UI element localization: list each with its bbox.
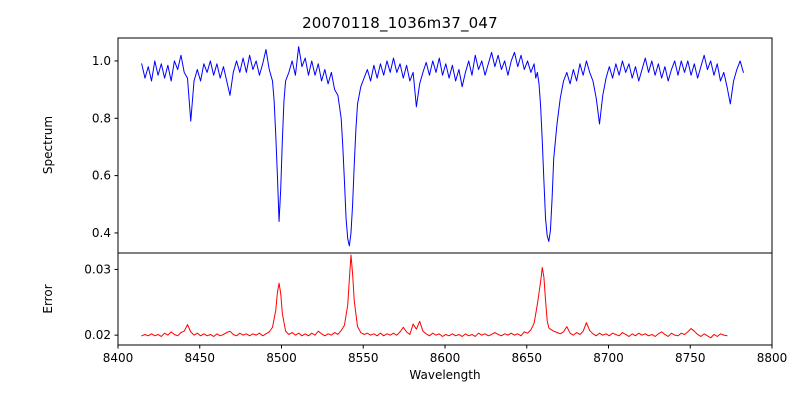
error-y-ticks: 0.02 0.03 (84, 262, 118, 342)
page-title: 20070118_1036m37_047 (302, 14, 498, 32)
x-axis-ticks: 8400 8450 8500 8550 8600 8650 8700 8750 8800 (103, 345, 788, 365)
spectrum-panel-frame (117, 37, 773, 254)
error-y-tick-label: 0.02 (84, 328, 111, 342)
error-axis-label: Error (41, 284, 55, 313)
spectrum-y-ticks: 0.4 0.6 0.8 1.0 (92, 54, 118, 240)
spectrum-y-tick-label: 0.4 (92, 226, 111, 240)
x-tick-label: 8750 (675, 351, 706, 365)
x-tick-label: 8450 (184, 351, 215, 365)
spectrum-y-tick-label: 1.0 (92, 54, 111, 68)
spectrum-y-tick-label: 0.6 (92, 169, 111, 183)
error-y-tick-label: 0.03 (84, 262, 111, 276)
error-data-line (141, 254, 728, 339)
x-tick-label: 8400 (103, 351, 134, 365)
x-tick-label: 8600 (430, 351, 461, 365)
error-panel-frame (117, 252, 773, 346)
x-tick-label: 8550 (348, 351, 379, 365)
spectrum-data-line (141, 46, 744, 247)
spectrum-axis-label: Spectrum (41, 116, 55, 174)
spectrum-y-tick-label: 0.8 (92, 111, 111, 125)
x-tick-label: 8800 (757, 351, 788, 365)
wavelength-axis-label: Wavelength (409, 368, 480, 382)
x-tick-label: 8500 (266, 351, 297, 365)
x-tick-label: 8650 (511, 351, 542, 365)
x-tick-label: 8700 (593, 351, 624, 365)
